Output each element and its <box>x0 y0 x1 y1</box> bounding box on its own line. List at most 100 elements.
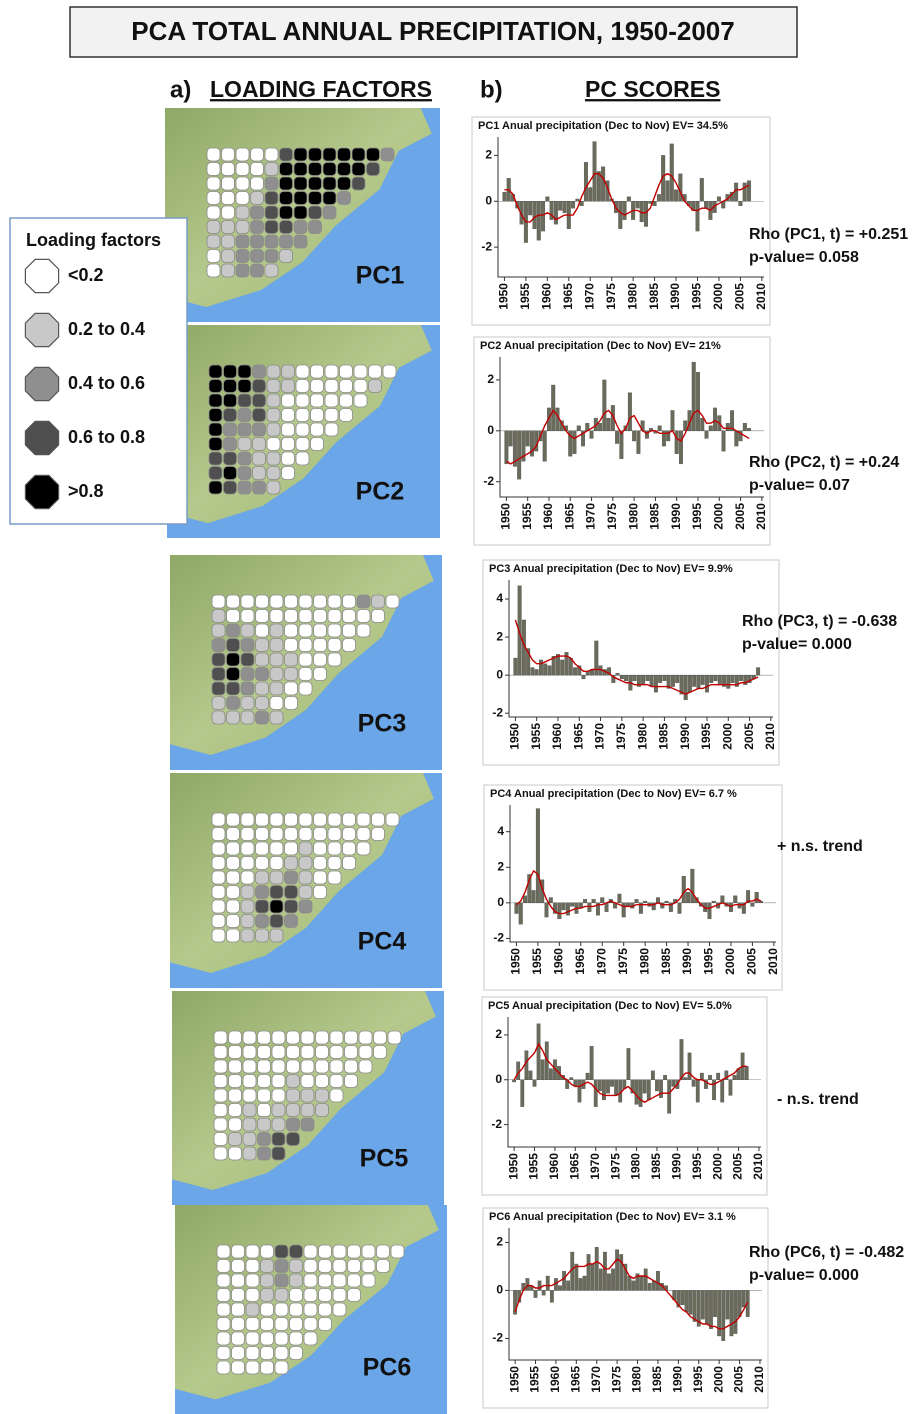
loading-dot <box>270 711 283 724</box>
loading-dot <box>285 857 298 870</box>
maps: PC1PC2PC3PC4PC5PC6 <box>165 108 447 1414</box>
bar <box>591 1264 594 1290</box>
loading-dot <box>282 467 295 480</box>
bar <box>712 901 716 903</box>
loading-dot <box>236 177 249 190</box>
bar <box>674 190 678 201</box>
y-tick-label: -2 <box>492 1331 503 1345</box>
loading-dot <box>325 409 338 422</box>
loading-dot <box>270 900 283 913</box>
loading-dot <box>232 1303 245 1316</box>
x-tick-label: 1960 <box>552 948 566 975</box>
bar <box>606 1080 609 1093</box>
loading-dot <box>256 886 269 899</box>
loading-dot <box>217 1289 230 1302</box>
bar <box>539 660 543 675</box>
bar <box>656 898 660 903</box>
loading-dot <box>236 264 249 277</box>
loading-dot <box>354 365 367 378</box>
loading-dot <box>265 163 278 176</box>
loading-dot <box>294 206 307 219</box>
loading-dot <box>267 380 280 393</box>
bar <box>686 892 690 903</box>
loading-dot <box>275 1361 288 1374</box>
x-tick-label: 1995 <box>702 948 716 975</box>
loading-dot <box>256 668 269 681</box>
bar <box>590 431 594 439</box>
loading-dot <box>328 813 341 826</box>
loading-dot <box>372 610 385 623</box>
bar <box>588 187 592 201</box>
bar <box>575 1264 578 1290</box>
loading-dot <box>267 365 280 378</box>
x-tick-label: 1955 <box>530 948 544 975</box>
loading-dot <box>319 1303 332 1316</box>
loading-dot <box>372 813 385 826</box>
bar <box>618 201 622 229</box>
loading-dot <box>258 1133 271 1146</box>
loading-dot <box>343 639 356 652</box>
bar <box>558 903 562 919</box>
loading-dot <box>285 653 298 666</box>
loading-dot <box>330 1060 343 1073</box>
loading-dot <box>246 1332 259 1345</box>
bar <box>688 675 692 692</box>
bar <box>640 1276 643 1290</box>
loading-dot <box>270 813 283 826</box>
bar <box>671 675 675 686</box>
loading-dot <box>316 1046 329 1059</box>
annotation: Rho (PC3, t) = -0.638 <box>742 613 897 630</box>
bar <box>531 668 535 676</box>
loading-dot <box>299 624 312 637</box>
loading-dot <box>229 1133 242 1146</box>
loading-dot <box>348 1260 361 1273</box>
bar <box>546 1276 549 1290</box>
bar <box>594 1080 597 1107</box>
annotation: p-value= 0.000 <box>742 636 852 653</box>
loading-dot <box>345 1075 358 1088</box>
loading-dot <box>217 1260 230 1273</box>
loading-dot <box>212 857 225 870</box>
x-tick-label: 1970 <box>593 723 607 750</box>
x-tick-label: 1960 <box>547 1153 561 1180</box>
loading-dot <box>241 682 254 695</box>
loading-dot <box>236 192 249 205</box>
bar <box>647 1080 650 1100</box>
loading-dot <box>330 1046 343 1059</box>
bar <box>529 1071 532 1080</box>
loading-dot <box>325 380 338 393</box>
loading-dot <box>343 842 356 855</box>
loading-dot <box>314 842 327 855</box>
loading-dot <box>256 595 269 608</box>
loading-dot <box>299 842 312 855</box>
loading-dot <box>251 163 264 176</box>
loading-dot <box>232 1289 245 1302</box>
loading-dot <box>311 423 324 436</box>
bar <box>759 901 763 903</box>
bar <box>643 1080 646 1093</box>
loading-dot <box>304 1289 317 1302</box>
loading-dot <box>214 1104 227 1117</box>
bar <box>666 181 670 202</box>
loading-dot <box>333 1260 346 1273</box>
loading-dot <box>207 206 220 219</box>
loading-dot <box>261 1289 274 1302</box>
figure-title: PCA TOTAL ANNUAL PRECIPITATION, 1950-200… <box>131 16 734 46</box>
x-tick-label: 1950 <box>506 1153 520 1180</box>
x-tick-label: 2010 <box>754 503 768 530</box>
loading-dot <box>238 452 251 465</box>
bar <box>549 1069 552 1080</box>
loading-dot <box>328 857 341 870</box>
loading-dot <box>246 1361 259 1374</box>
loading-dot <box>352 148 365 161</box>
loading-dot <box>224 452 237 465</box>
legend-label: 0.4 to 0.6 <box>68 373 145 393</box>
bar <box>675 431 679 454</box>
bar <box>570 1078 573 1080</box>
x-tick-label: 1980 <box>635 723 649 750</box>
loading-dot <box>212 871 225 884</box>
loading-dot <box>280 206 293 219</box>
bar <box>537 1024 540 1080</box>
x-tick-label: 1955 <box>529 723 543 750</box>
bar <box>616 673 620 675</box>
